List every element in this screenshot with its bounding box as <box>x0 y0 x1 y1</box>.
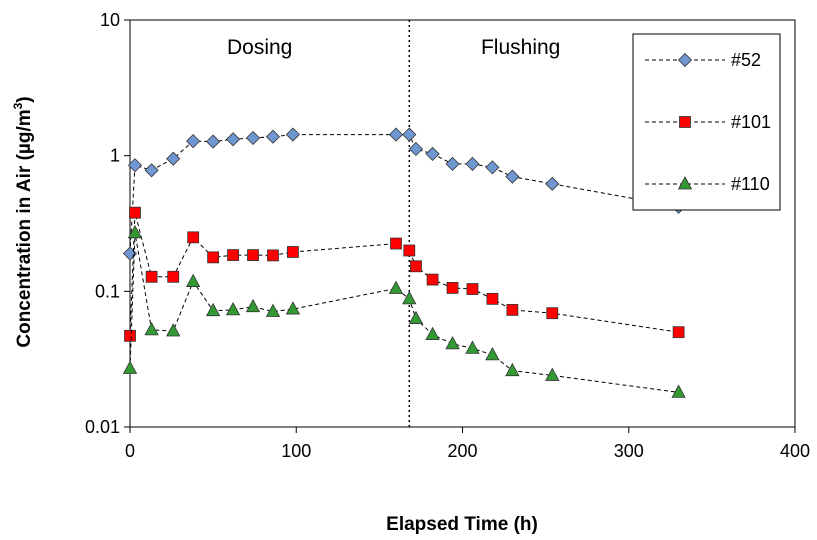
data-point <box>265 129 281 144</box>
data-point <box>186 273 201 287</box>
data-point <box>402 127 417 142</box>
data-point <box>485 347 500 361</box>
data-point <box>129 206 141 219</box>
legend-label: #52 <box>731 50 761 70</box>
data-point <box>205 302 221 317</box>
legend-label: #101 <box>731 112 771 132</box>
data-point <box>247 249 259 261</box>
data-point <box>445 156 460 171</box>
data-point <box>186 134 201 149</box>
x-tick-label: 200 <box>447 441 477 461</box>
x-tick-label: 100 <box>281 441 311 461</box>
data-point <box>144 163 159 178</box>
data-point <box>206 134 221 149</box>
data-point <box>445 336 460 350</box>
data-point <box>485 160 500 175</box>
legend-label: #110 <box>731 174 770 194</box>
y-tick-label: 10 <box>100 10 120 30</box>
legend-marker <box>677 52 693 68</box>
data-point <box>124 329 136 342</box>
data-point <box>245 298 261 313</box>
phase-annotation: Flushing <box>481 36 560 59</box>
x-tick-label: 300 <box>614 441 644 461</box>
series-1 <box>122 127 686 261</box>
data-point <box>671 384 686 398</box>
data-point <box>505 362 520 377</box>
data-point <box>122 360 138 374</box>
data-point <box>672 326 685 339</box>
data-point <box>390 237 402 250</box>
series-line <box>129 212 679 336</box>
data-point <box>245 130 261 146</box>
data-point <box>166 151 181 166</box>
data-point <box>388 280 404 294</box>
data-point <box>506 303 519 316</box>
data-point <box>166 323 181 337</box>
x-tick-label: 400 <box>780 441 810 461</box>
data-point <box>465 340 480 354</box>
data-point <box>465 156 480 171</box>
y-axis-title: Concentration in Air (µg/m3) <box>11 96 35 347</box>
x-tick-label: 0 <box>125 441 135 461</box>
data-point <box>145 270 158 283</box>
data-point <box>425 146 440 161</box>
y-tick-label: 0.1 <box>95 281 120 301</box>
legend-marker <box>679 116 691 128</box>
data-point <box>144 322 159 336</box>
data-point <box>425 326 440 340</box>
data-point <box>466 283 479 295</box>
data-point <box>127 224 143 239</box>
legend-marker <box>677 176 693 190</box>
data-point <box>187 231 200 244</box>
data-point <box>545 367 560 381</box>
data-point <box>545 176 560 191</box>
series-line <box>129 134 679 254</box>
phase-annotation: Dosing <box>227 36 292 59</box>
series-2 <box>124 206 685 342</box>
data-point <box>546 307 559 320</box>
data-point <box>267 249 279 262</box>
data-point <box>402 291 417 305</box>
data-point <box>408 310 424 324</box>
data-point <box>226 132 241 147</box>
data-point <box>285 301 301 315</box>
data-point <box>287 246 299 258</box>
data-point <box>408 141 424 157</box>
data-point <box>225 302 241 316</box>
data-point <box>207 251 220 264</box>
y-tick-label: 1 <box>110 146 120 166</box>
y-tick-label: 0.01 <box>85 417 120 437</box>
legend-box <box>632 33 781 211</box>
data-point <box>265 303 281 317</box>
data-point <box>410 260 422 273</box>
data-point <box>426 273 439 286</box>
legend-entry: #52 <box>645 50 761 70</box>
data-point <box>227 249 239 261</box>
legend-entry: #101 <box>645 112 771 132</box>
data-point <box>127 158 143 173</box>
data-point <box>388 127 404 142</box>
data-point <box>486 292 499 305</box>
legend-entry: #110 <box>645 174 770 194</box>
data-point <box>505 169 520 184</box>
data-point <box>446 282 459 294</box>
series-3 <box>122 224 686 398</box>
x-axis-title: Elapsed Time (h) <box>386 514 538 535</box>
data-point <box>285 127 300 142</box>
data-point <box>167 270 180 283</box>
data-point <box>403 244 416 257</box>
